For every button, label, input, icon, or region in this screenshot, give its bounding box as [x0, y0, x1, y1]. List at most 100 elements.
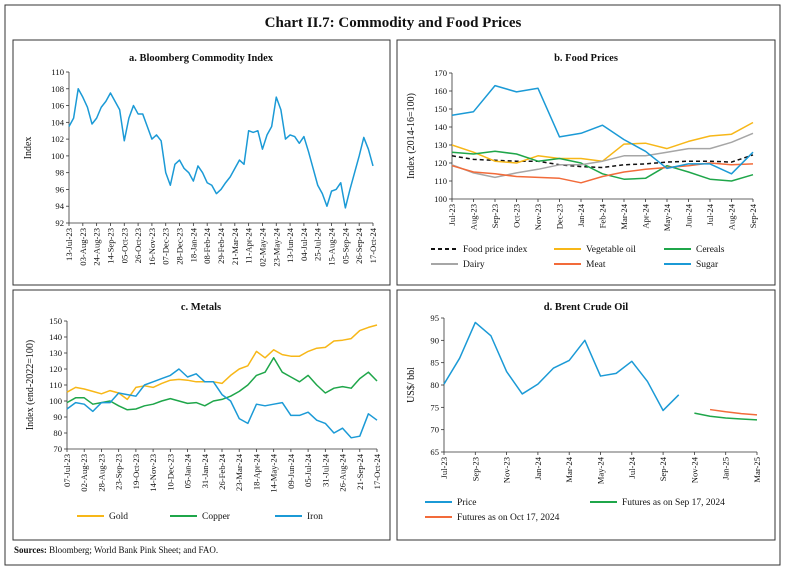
legend-label: Futures as on Oct 17, 2024 [457, 513, 560, 523]
x-tick-label: 09-Jun-24 [286, 453, 296, 489]
outer-frame [4, 4, 781, 566]
x-tick-label: 05-Sep-24 [340, 227, 350, 264]
x-tick-label: Jun-24 [684, 203, 694, 227]
panel-c-frame [12, 289, 391, 541]
x-tick-label: Jul-23 [447, 204, 457, 225]
x-tick-label: May-24 [596, 456, 606, 484]
x-tick-label: 31-Jul-24 [320, 453, 330, 487]
figure-title: Chart II.7: Commodity and Food Prices [265, 15, 522, 31]
y-tick-label: 100 [51, 151, 64, 161]
y-tick-label: 98 [55, 168, 64, 178]
legend-label: Dairy [463, 260, 485, 270]
x-tick-label: 18-Jan-24 [188, 227, 198, 262]
panel-d-plot: 65 70 75 80 85 90 95 Jul-23 Sep-23 Nov-23 Jan-24 Ma… [425, 313, 762, 523]
legend-label: Vegetable oil [586, 245, 636, 255]
x-tick-label: Jan-24 [576, 203, 586, 227]
x-tick-label: Dec-23 [555, 204, 565, 229]
series-line-vegetable-oil [451, 121, 754, 164]
y-tick-label: 92 [55, 218, 64, 228]
legend-label: Sugar [696, 260, 719, 270]
panel-d-ylabel: US$/ bbl [406, 367, 417, 403]
y-tick-label: 160 [434, 86, 447, 96]
y-tick-label: 102 [51, 134, 64, 144]
x-tick-label: 24-Aug-23 [92, 228, 102, 266]
x-tick-label: 26-Sep-24 [354, 227, 364, 264]
x-tick-label: 05-Jan-24 [183, 453, 193, 488]
x-tick-label: Jul-24 [705, 203, 715, 225]
legend-label: Futures as on Sep 17, 2024 [622, 498, 725, 508]
x-tick-label: 03-Aug-23 [78, 228, 88, 266]
x-tick-label: 14-May-24 [269, 453, 279, 492]
series-line-cereals [451, 150, 754, 182]
y-tick-label: 65 [430, 447, 439, 457]
x-tick-label: Oct-23 [512, 204, 522, 228]
y-tick-label: 70 [53, 444, 62, 454]
x-tick-label: Sep-23 [490, 204, 500, 228]
x-tick-label: 07-Dec-23 [161, 228, 171, 265]
y-tick-label: 75 [430, 402, 439, 412]
x-tick-label: 10-Dec-23 [165, 454, 175, 491]
x-tick-label: Aug-24 [727, 203, 737, 230]
panel-a-plot: 92 94 96 98 100 102 104 106 108 110 13-Jul-23 03-Au… [51, 67, 378, 267]
y-tick-label: 96 [55, 184, 64, 194]
y-tick-label: 80 [430, 380, 439, 390]
x-tick-label: 26-Oct-23 [133, 228, 143, 263]
x-tick-label: 05-Jul-24 [303, 453, 313, 487]
x-tick-label: 17-Oct-24 [372, 453, 382, 489]
y-tick-label: 95 [430, 313, 439, 323]
x-tick-label: 19-Oct-23 [131, 454, 141, 489]
y-tick-label: 120 [49, 364, 62, 374]
x-tick-label: 26-Aug-24 [338, 453, 348, 491]
y-tick-label: 70 [430, 425, 439, 435]
panel-c-title: c. Metals [181, 302, 221, 313]
panel-b-plot: 100 110 120 130 140 150 160 170 Jul-23 Aug-23 Sep-… [431, 68, 758, 270]
panel-a-title: a. Bloomberg Commodity Index [129, 53, 274, 64]
series-line-meat [451, 162, 754, 184]
series-line-dairy [451, 132, 754, 179]
x-tick-label: 23-May-24 [271, 227, 281, 266]
x-tick-label: Jul-23 [439, 457, 449, 478]
y-tick-label: 110 [49, 380, 62, 390]
y-tick-label: 130 [49, 348, 62, 358]
x-tick-label: Mar-25 [752, 457, 762, 483]
legend-label: Copper [202, 512, 231, 522]
legend-label: Cereals [696, 245, 725, 255]
x-tick-label: 05-Oct-23 [119, 228, 129, 263]
y-tick-label: 104 [51, 117, 65, 127]
legend-label: Food price index [463, 245, 528, 255]
sources-note: Sources: Bloomberg; World Bank Pink Shee… [14, 545, 218, 555]
x-tick-label: Nov-23 [533, 204, 543, 230]
series-line-futures-as-on-sep-17-2024 [694, 412, 758, 421]
y-tick-label: 90 [430, 335, 439, 345]
series-line-futures-as-on-oct-17-2024 [709, 408, 758, 416]
legend-label: Gold [109, 512, 128, 522]
series-line-a [68, 88, 374, 209]
x-tick-label: Feb-24 [598, 203, 608, 228]
y-tick-label: 120 [434, 158, 447, 168]
series-line-sugar [451, 84, 754, 175]
x-tick-label: May-24 [662, 203, 672, 231]
x-tick-label: 08-Feb-24 [202, 227, 212, 264]
x-tick-label: 21-Mar-24 [230, 227, 240, 265]
legend-label: Iron [307, 512, 323, 522]
x-tick-label: 31-Jan-24 [200, 453, 210, 488]
x-tick-label: 14-Nov-23 [148, 454, 158, 492]
sources-label: Sources: [14, 545, 47, 555]
panel-d-title: d. Brent Crude Oil [544, 302, 628, 313]
y-tick-label: 150 [49, 316, 62, 326]
x-tick-label: Sep-24 [748, 203, 758, 228]
y-tick-label: 170 [434, 68, 447, 78]
x-tick-label: Aug-23 [469, 204, 479, 230]
x-tick-label: 14-Sep-23 [105, 228, 115, 264]
x-tick-label: 15-Aug-24 [327, 227, 337, 265]
series-line-iron [66, 368, 378, 439]
x-tick-label: 02-Aug-23 [79, 454, 89, 492]
y-tick-label: 100 [434, 194, 447, 204]
x-tick-label: 13-Jun-24 [285, 227, 295, 263]
x-tick-label: 17-Oct-24 [368, 227, 378, 263]
series-line-food-price-index [451, 154, 754, 169]
x-tick-label: 11-Apr-24 [244, 227, 254, 263]
y-tick-label: 85 [430, 358, 439, 368]
y-tick-label: 80 [53, 428, 62, 438]
